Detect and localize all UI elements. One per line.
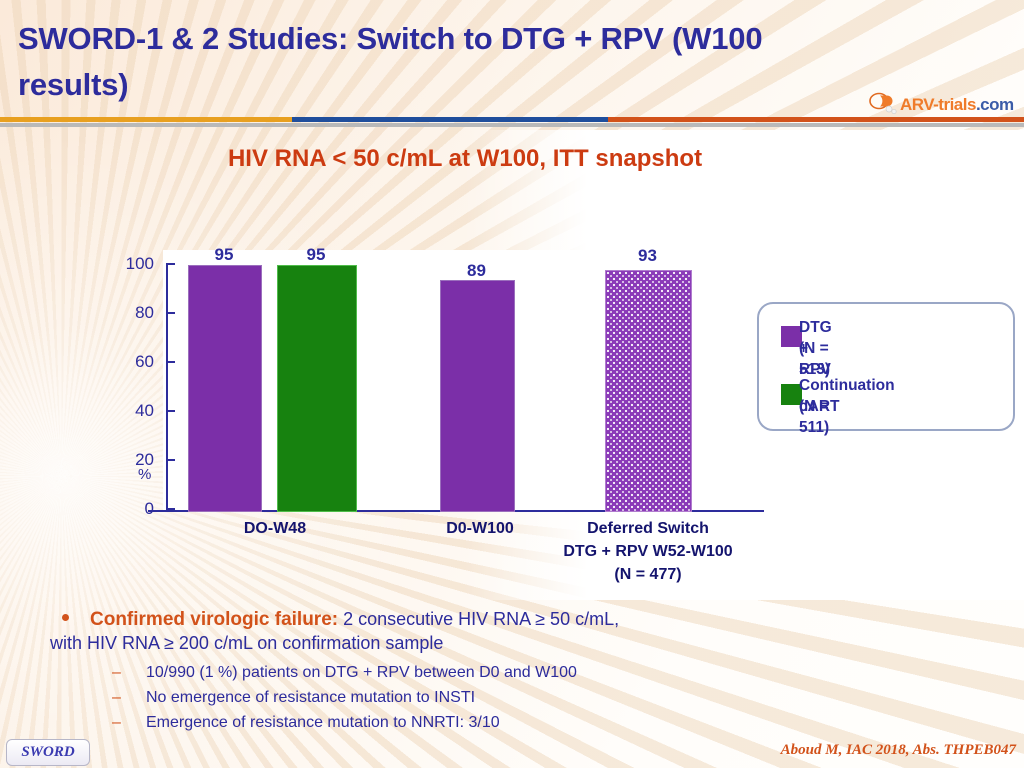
bullet-main-line2: with HIV RNA ≥ 200 c/mL on confirmation … xyxy=(50,633,444,653)
x-category-label-deferred-switch-line2: DTG + RPV W52-W100 xyxy=(563,543,733,560)
slide-header: SWORD-1 & 2 Studies: Switch to DTG + RPV… xyxy=(0,0,1024,132)
sub-bullet-3: Emergence of resistance mutation to NNRT… xyxy=(146,714,500,731)
bar-value-deferred-switch-dtg-rpv: 93 xyxy=(638,246,657,265)
x-category-label-deferred-switch-line3: (N = 477) xyxy=(614,566,682,583)
y-tick-mark-0 xyxy=(166,508,175,510)
y-tick-mark-40 xyxy=(166,410,175,412)
y-tick-label-60: 60 xyxy=(135,352,154,371)
y-tick-mark-60 xyxy=(166,361,175,363)
header-rule-grey xyxy=(0,123,1024,127)
bullet-dot-icon xyxy=(62,614,69,621)
legend-swatch-dtg-rpv xyxy=(781,326,802,347)
legend-label-dtg-rpv: DTG + RPV xyxy=(799,319,832,378)
y-tick-mark-100 xyxy=(166,263,175,265)
y-tick-label-40: 40 xyxy=(135,401,154,420)
x-category-label-d0-w100: D0-W100 xyxy=(446,520,514,537)
chart-legend: DTG + RPV (N = 513) Continuation cART (N… xyxy=(757,302,1015,436)
sub-dash-icon-1: – xyxy=(112,664,121,681)
sub-bullet-2: No emergence of resistance mutation to I… xyxy=(146,689,476,706)
logo-name: ARV-trials xyxy=(900,95,976,114)
logo-wordmark: ARV-trials.com xyxy=(900,95,1014,115)
sword-badge[interactable]: SWORD xyxy=(6,739,90,766)
capsule-icon xyxy=(869,92,897,114)
sub-dash-icon-2: – xyxy=(112,689,121,706)
legend-sublabel-continuation-cart: (N = 511) xyxy=(799,398,830,436)
legend-label-continuation-cart: Continuation cART xyxy=(799,377,895,415)
header-rule-red xyxy=(608,117,1024,122)
y-axis-line xyxy=(166,263,168,511)
page-title: SWORD-1 & 2 Studies: Switch to DTG + RPV… xyxy=(18,21,763,102)
y-tick-label-100: 100 xyxy=(125,254,154,273)
y-tick-mark-20 xyxy=(166,459,175,461)
arv-trials-logo: ARV-trials.com xyxy=(866,92,1018,122)
y-tick-mark-80 xyxy=(166,312,175,314)
bullet-main-lead: Confirmed virologic failure: xyxy=(90,609,339,630)
logo-suffix: .com xyxy=(975,95,1014,114)
legend-sublabel-dtg-rpv: (N = 513) xyxy=(799,340,831,378)
sub-bullet-1: 10/990 (1 %) patients on DTG + RPV betwe… xyxy=(146,664,577,681)
y-axis-unit-label: % xyxy=(138,466,152,483)
bar-do-w48-dtg-rpv xyxy=(188,265,262,512)
bar-d0-w100-dtg-rpv xyxy=(440,280,515,512)
bar-value-do-w48-dtg-rpv: 95 xyxy=(214,245,234,264)
sub-dash-icon-3: – xyxy=(112,714,121,731)
bullet-main-body: Confirmed virologic failure: 2 consecuti… xyxy=(90,606,950,633)
header-rule-orange xyxy=(0,117,292,122)
y-tick-label-80: 80 xyxy=(135,303,154,322)
bar-do-w48-continuation-cart xyxy=(277,265,357,512)
bar-value-d0-w100-dtg-rpv: 89 xyxy=(467,261,486,280)
header-rule-blue xyxy=(292,117,608,122)
bullet-main-rest: 2 consecutive HIV RNA ≥ 50 c/mL, xyxy=(338,609,620,629)
chart-title: HIV RNA < 50 c/mL at W100, ITT snapshot xyxy=(227,145,703,172)
bar-chart: % 100 80 60 40 20 0 xyxy=(0,230,800,530)
bar-deferred-switch-dtg-rpv xyxy=(605,270,692,512)
x-category-label-do-w48: DO-W48 xyxy=(243,520,307,537)
y-tick-label-20: 20 xyxy=(135,450,154,469)
bar-value-do-w48-continuation-cart: 95 xyxy=(306,245,326,264)
y-tick-label-0: 0 xyxy=(144,499,154,518)
legend-swatch-continuation-cart xyxy=(781,384,802,405)
citation-text: Aboud M, IAC 2018, Abs. THPEB047 xyxy=(780,742,1016,758)
x-category-label-deferred-switch-line1: Deferred Switch xyxy=(587,520,709,537)
